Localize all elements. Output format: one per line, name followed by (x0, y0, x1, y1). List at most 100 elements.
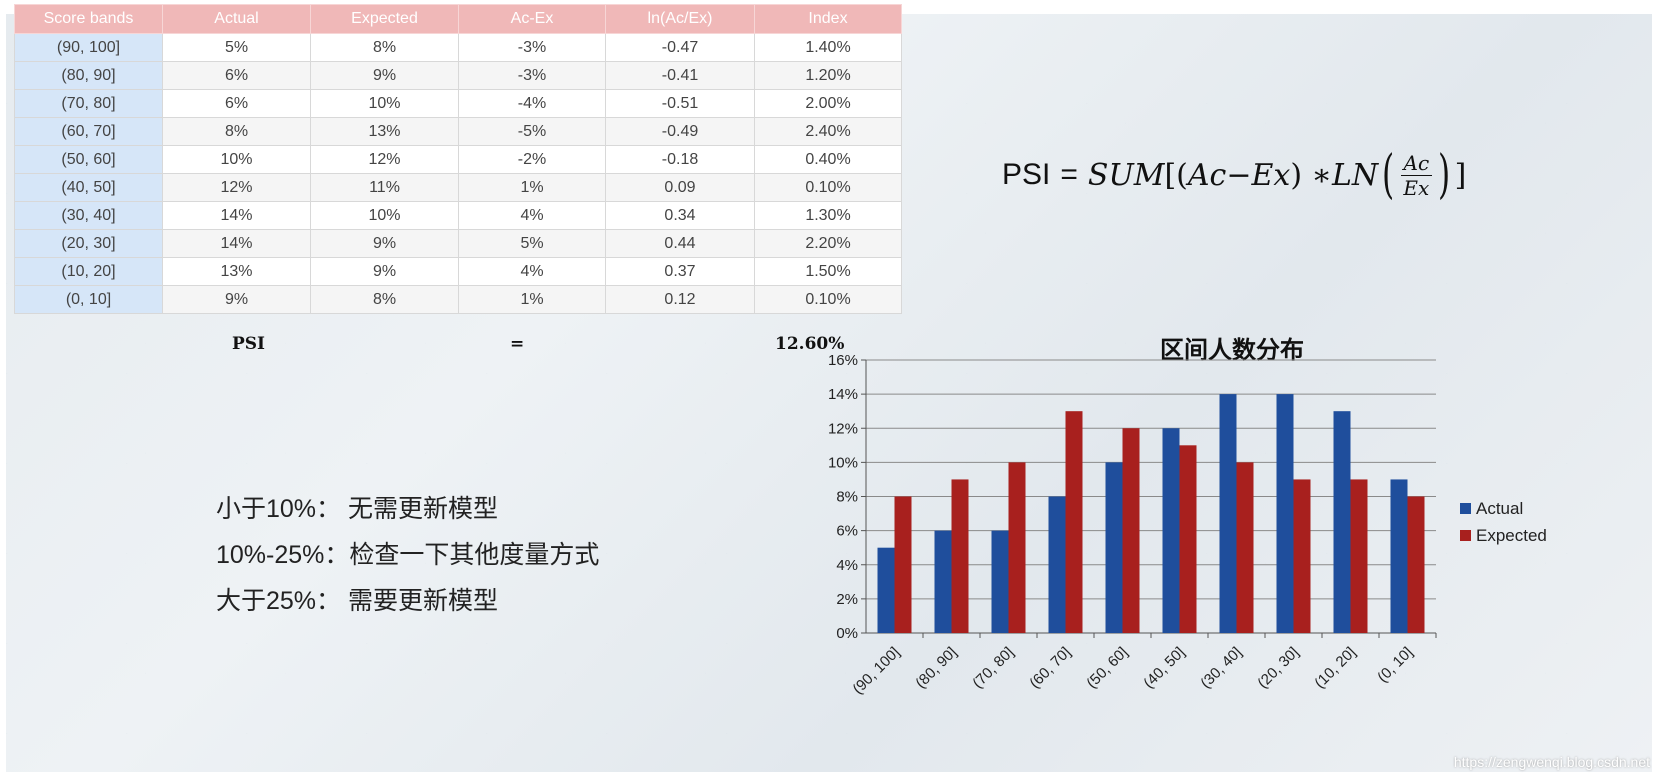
table-cell: -0.41 (605, 61, 755, 90)
formula-minus: − (1226, 157, 1252, 193)
x-tick-label: (50, 60] (1083, 644, 1131, 692)
table-cell: 9% (310, 61, 459, 90)
bar-actual (1162, 428, 1180, 633)
formula-ln: LN (1331, 157, 1379, 193)
table-cell: -0.51 (605, 89, 755, 118)
table-cell: 0.09 (605, 173, 755, 202)
table-cell: 5% (458, 229, 606, 258)
table-cell: -0.47 (605, 33, 755, 62)
bar-expected (1179, 445, 1197, 633)
bar-actual (1105, 462, 1123, 633)
score-band-cell: (90, 100] (14, 33, 163, 62)
y-tick-label: 8% (836, 489, 858, 506)
formula-paren-open: ( (1382, 145, 1395, 205)
score-band-cell: (80, 90] (14, 61, 163, 90)
table-cell: 14% (162, 201, 311, 230)
y-tick-label: 12% (828, 420, 858, 437)
table-body: (90, 100] 5% 8% -3% -0.47 1.40% (80, 90] 6% 9% -3… (14, 33, 902, 314)
table-row: (0, 10] 9% 8% 1% 0.12 0.10% (14, 285, 902, 314)
x-tick-label: (20, 30] (1254, 644, 1302, 692)
table-cell: 9% (310, 229, 459, 258)
bar-actual (934, 530, 952, 633)
table-cell: 12% (310, 145, 459, 174)
formula-close-mul: ) ∗ (1290, 157, 1332, 193)
x-tick-label: (90, 100] (849, 644, 903, 698)
x-tick-label: (40, 50] (1140, 644, 1188, 692)
bar-actual (1390, 479, 1408, 633)
bar-expected (1122, 428, 1140, 633)
bar-expected (894, 496, 912, 633)
table-cell: 5% (162, 33, 311, 62)
bar-expected (1008, 462, 1026, 633)
y-tick-label: 6% (836, 523, 858, 540)
legend-label-expected: Expected (1476, 526, 1547, 545)
psi-total-label: PSI (232, 334, 266, 354)
y-tick-label: 14% (828, 386, 858, 403)
table-cell: 10% (310, 201, 459, 230)
table-cell: 8% (162, 117, 311, 146)
bar-expected (1407, 496, 1425, 633)
header-ln-ratio: ln(Ac/Ex) (605, 4, 755, 34)
y-tick-label: 10% (828, 454, 858, 471)
bar-expected (1350, 479, 1368, 633)
x-tick-label: (70, 80] (969, 644, 1017, 692)
table-row: (90, 100] 5% 8% -3% -0.47 1.40% (14, 33, 902, 62)
score-band-cell: (70, 80] (14, 89, 163, 118)
psi-table: Score bands Actual Expected Ac-Ex ln(Ac/… (14, 4, 902, 314)
bar-expected (1065, 411, 1083, 633)
formula-paren-close: ) (1438, 145, 1451, 205)
formula-ex: Ex (1251, 157, 1291, 193)
table-cell: 11% (310, 173, 459, 202)
psi-threshold-rules: 小于10%： 无需更新模型 10%-25%：检查一下其他度量方式 大于25%： … (216, 486, 599, 624)
formula-fraction: Ac Ex (1400, 151, 1433, 200)
table-row: (70, 80] 6% 10% -4% -0.51 2.00% (14, 89, 902, 118)
bar-actual (1048, 496, 1066, 633)
bar-expected (1293, 479, 1311, 633)
rule-high: 大于25%： 需要更新模型 (216, 587, 498, 615)
psi-total-equals: = (510, 334, 525, 354)
table-cell: 1% (458, 285, 606, 314)
table-cell: 8% (310, 33, 459, 62)
header-index: Index (754, 4, 902, 34)
table-cell: -0.18 (605, 145, 755, 174)
table-cell: 4% (458, 201, 606, 230)
table-cell: -3% (458, 33, 606, 62)
table-cell: 0.12 (605, 285, 755, 314)
score-band-cell: (20, 30] (14, 229, 163, 258)
table-cell: -5% (458, 117, 606, 146)
header-actual: Actual (162, 4, 311, 34)
header-ac-ex: Ac-Ex (458, 4, 606, 34)
rule-low: 小于10%： 无需更新模型 (216, 495, 498, 523)
table-header-row: Score bands Actual Expected Ac-Ex ln(Ac/… (14, 4, 902, 34)
table-cell: -2% (458, 145, 606, 174)
table-row: (30, 40] 14% 10% 4% 0.34 1.30% (14, 201, 902, 230)
y-tick-label: 4% (836, 557, 858, 574)
table-cell: 2.40% (754, 117, 902, 146)
bar-actual (877, 547, 895, 633)
table-cell: 1.30% (754, 201, 902, 230)
table-cell: 8% (310, 285, 459, 314)
bar-actual (1276, 394, 1294, 633)
table-cell: 0.40% (754, 145, 902, 174)
table-cell: -4% (458, 89, 606, 118)
watermark: https://zengwenqi.blog.csdn.net (1453, 754, 1650, 770)
bar-actual (1219, 394, 1237, 633)
bar-expected (1236, 462, 1254, 633)
table-cell: -3% (458, 61, 606, 90)
table-row: (80, 90] 6% 9% -3% -0.41 1.20% (14, 61, 902, 90)
header-score-bands: Score bands (14, 4, 163, 34)
table-row: (60, 70] 8% 13% -5% -0.49 2.40% (14, 117, 902, 146)
formula-lhs: PSI (1002, 158, 1051, 191)
rule-mid: 10%-25%：检查一下其他度量方式 (216, 541, 600, 569)
table-cell: 6% (162, 89, 311, 118)
table-cell: -0.49 (605, 117, 755, 146)
y-tick-label: 2% (836, 591, 858, 608)
table-cell: 1.20% (754, 61, 902, 90)
x-tick-label: (30, 40] (1197, 644, 1245, 692)
formula-open: [( (1164, 157, 1188, 193)
score-band-cell: (0, 10] (14, 285, 163, 314)
legend-swatch-expected (1460, 530, 1471, 541)
bar-actual (1333, 411, 1351, 633)
y-tick-label: 0% (836, 625, 858, 642)
